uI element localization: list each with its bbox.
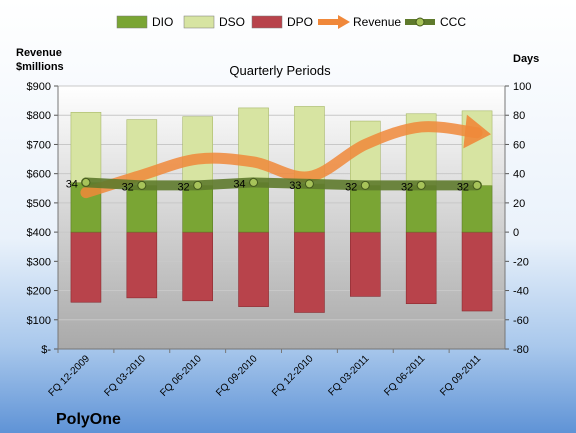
right-axis-tick-label: 20: [513, 198, 525, 210]
legend-swatch-dso: [183, 15, 215, 29]
dio-bar: [461, 185, 493, 233]
legend-label-dpo: DPO: [287, 15, 313, 29]
ccc-marker: [304, 179, 314, 189]
legend-marker-ccc: [415, 17, 425, 27]
ccc-marker: [137, 180, 147, 190]
legend-label-revenue: Revenue: [353, 15, 401, 29]
ccc-marker: [249, 177, 259, 187]
ccc-data-label: 32: [401, 181, 413, 193]
right-axis-tick-label: -80: [513, 344, 529, 356]
ccc-data-label: 32: [177, 181, 189, 193]
left-axis-tick-label: $700: [27, 139, 51, 151]
dpo-bar: [294, 231, 325, 313]
ccc-line: [80, 177, 483, 191]
dpo-bar: [182, 231, 213, 302]
dso-bar: [182, 116, 213, 186]
right-axis-tick-label: 40: [513, 169, 525, 181]
dpo-bar: [461, 231, 493, 312]
ccc-marker: [81, 177, 91, 187]
left-axis-tick-label: $100: [27, 315, 51, 327]
dpo-bar: [238, 231, 269, 307]
ccc-data-label: 32: [457, 181, 469, 193]
right-axis-tick-label: -20: [513, 256, 529, 268]
dio-bar: [294, 183, 325, 233]
revenue-arrowhead: [463, 114, 491, 149]
dso-bar: [238, 107, 269, 183]
company-name: PolyOne: [56, 411, 121, 428]
legend-swatch-dio: [116, 15, 148, 29]
dso-bar: [70, 112, 102, 183]
legend-label-dso: DSO: [219, 15, 245, 29]
ccc-marker: [472, 180, 482, 190]
revenue-line: [80, 121, 483, 199]
legend: DIO DSO DPO Revenue CCC: [116, 15, 466, 29]
left-axis-tick-label: $-: [41, 344, 51, 356]
ccc-data-label: 34: [66, 178, 78, 190]
left-axis-label-line2: $millions: [16, 61, 64, 73]
legend-swatch-dpo: [251, 15, 283, 29]
dio-bar: [350, 185, 381, 233]
revenue-layer: [80, 114, 491, 199]
ccc-data-label: 32: [345, 181, 357, 193]
right-axis-tick-label: -40: [513, 286, 529, 298]
ccc-data-label: 34: [233, 178, 245, 190]
right-axis-tick-label: 100: [513, 81, 531, 93]
dio-bar: [238, 182, 269, 233]
left-axis-tick-label: $300: [27, 256, 51, 268]
left-axis-tick-label: $600: [27, 169, 51, 181]
dpo-bar: [70, 231, 102, 303]
ccc-data-label: 33: [289, 180, 301, 192]
right-axis-tick-label: -60: [513, 315, 529, 327]
chart-title: Quarterly Periods: [229, 63, 331, 78]
ccc-marker: [360, 180, 370, 190]
bar-layer: [70, 106, 493, 313]
legend-arrowhead-revenue: [338, 15, 350, 29]
legend-label-dio: DIO: [152, 15, 173, 29]
dio-bar: [405, 185, 437, 233]
right-axis-label: Days: [513, 53, 539, 65]
ccc-data-label: 32: [122, 181, 134, 193]
left-axis-tick-label: $400: [27, 227, 51, 239]
right-axis-tick-label: 60: [513, 139, 525, 151]
dpo-bar: [126, 231, 158, 299]
left-axis-tick-label: $800: [27, 110, 51, 122]
left-axis-tick-label: $500: [27, 198, 51, 210]
dpo-bar: [350, 231, 381, 297]
left-axis-tick-label: $200: [27, 286, 51, 298]
legend-label-ccc: CCC: [440, 15, 466, 29]
ccc-marker: [416, 180, 426, 190]
left-axis-tick-label: $900: [27, 81, 51, 93]
dio-bar: [126, 185, 158, 233]
dio-bar: [182, 185, 213, 233]
ccc-marker: [193, 180, 203, 190]
right-axis-tick-label: 0: [513, 227, 519, 239]
ccc-layer: 34 32 32 34 33 32 32 32: [66, 177, 483, 193]
left-axis-label-line1: Revenue: [16, 47, 62, 59]
dpo-bar: [405, 231, 437, 305]
right-axis-tick-label: 80: [513, 110, 525, 122]
